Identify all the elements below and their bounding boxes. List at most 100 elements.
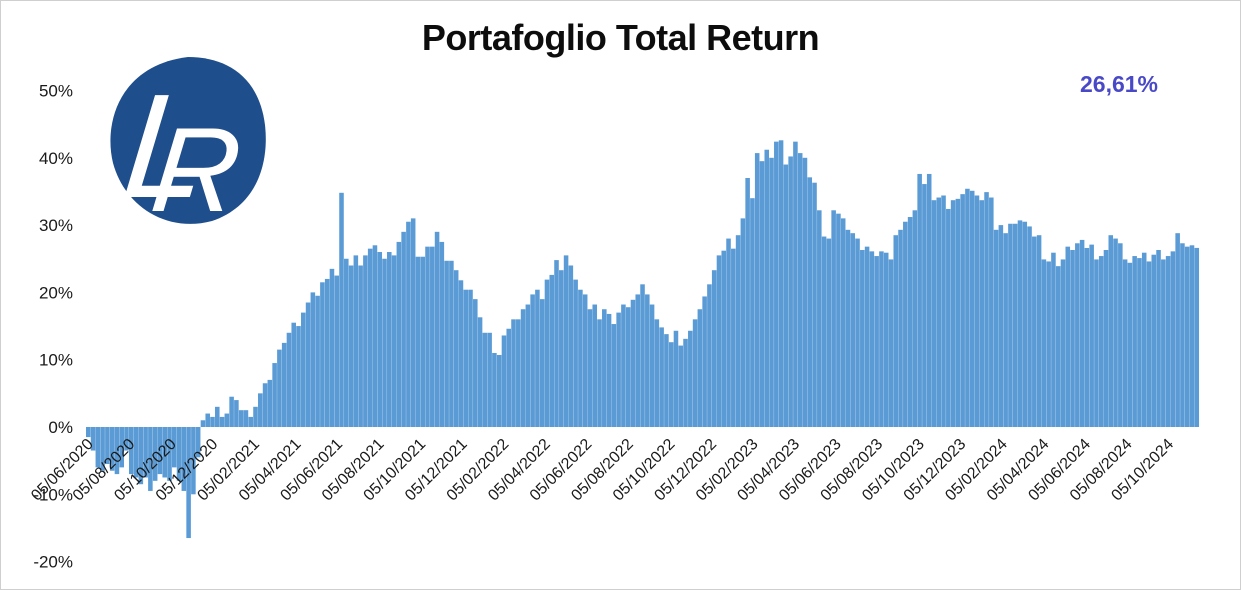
bar xyxy=(912,210,918,427)
bar xyxy=(114,427,120,475)
bar xyxy=(301,312,306,427)
bar xyxy=(726,238,731,427)
bar xyxy=(449,260,454,427)
bar xyxy=(420,256,426,427)
bar xyxy=(888,259,894,427)
bar xyxy=(1103,250,1109,427)
bar xyxy=(95,427,101,468)
bar xyxy=(578,289,583,427)
bar xyxy=(406,221,411,427)
bar xyxy=(324,278,330,427)
bar xyxy=(243,410,249,428)
bar xyxy=(797,153,803,427)
bar xyxy=(105,427,110,465)
bar xyxy=(688,330,693,427)
bar xyxy=(1022,221,1028,427)
bar xyxy=(1132,256,1137,427)
bar xyxy=(993,229,999,427)
bar xyxy=(774,141,779,427)
bar xyxy=(530,294,535,427)
bar xyxy=(817,210,822,427)
bar xyxy=(167,427,172,481)
current-return-value: 26,61% xyxy=(1079,71,1158,97)
bar xyxy=(152,427,158,481)
bar xyxy=(520,309,526,428)
bar xyxy=(176,427,182,481)
bar xyxy=(544,279,550,427)
bar xyxy=(1027,226,1032,427)
bar xyxy=(477,317,483,427)
bar xyxy=(138,427,144,485)
bar xyxy=(1089,244,1094,427)
bar xyxy=(1122,259,1128,427)
bar xyxy=(587,309,593,428)
bar xyxy=(554,260,559,427)
bar xyxy=(215,406,220,427)
bar xyxy=(1180,243,1185,427)
bar xyxy=(258,393,263,427)
bar xyxy=(898,229,903,427)
bar xyxy=(109,427,115,471)
bar xyxy=(950,200,956,427)
y-axis-label: 30% xyxy=(39,216,73,235)
bar xyxy=(1113,238,1118,427)
bar xyxy=(1065,246,1071,427)
bar xyxy=(238,410,244,428)
bar xyxy=(425,246,430,427)
bar xyxy=(941,195,946,427)
bar xyxy=(439,241,445,427)
y-axis-label: -10% xyxy=(33,485,73,504)
bar xyxy=(1084,247,1090,427)
bar xyxy=(1075,243,1080,427)
bar xyxy=(267,379,273,427)
chart-title: Portafoglio Total Return xyxy=(421,17,820,58)
bar xyxy=(812,182,817,427)
bar xyxy=(826,238,832,427)
bar xyxy=(645,294,650,427)
bar xyxy=(850,233,856,427)
bar xyxy=(1175,233,1180,427)
bar xyxy=(133,427,139,478)
bar xyxy=(984,192,989,427)
bar xyxy=(157,427,163,475)
bar xyxy=(1003,233,1008,427)
bar xyxy=(434,231,440,427)
bar xyxy=(234,400,239,427)
bar xyxy=(453,270,459,427)
bar xyxy=(320,282,325,427)
bar xyxy=(802,157,808,428)
bar xyxy=(516,319,521,427)
bar xyxy=(869,251,875,427)
bar xyxy=(148,427,153,491)
bar xyxy=(1146,261,1152,427)
bar xyxy=(1079,239,1085,427)
bar xyxy=(549,274,555,427)
bar xyxy=(1017,220,1023,427)
bar xyxy=(931,200,937,427)
bar xyxy=(200,420,206,427)
bar xyxy=(162,427,167,478)
bar xyxy=(836,213,841,427)
bar xyxy=(277,349,282,428)
bar xyxy=(410,218,416,427)
bar xyxy=(716,255,722,427)
bar xyxy=(1118,243,1123,427)
bar xyxy=(759,161,765,427)
bar xyxy=(315,295,320,427)
bar xyxy=(673,330,679,427)
bar xyxy=(401,231,406,427)
bar xyxy=(496,354,502,427)
bar xyxy=(974,195,980,427)
bar xyxy=(358,265,363,427)
bar xyxy=(344,258,349,427)
bar xyxy=(907,217,913,427)
bar xyxy=(463,289,469,427)
bar xyxy=(692,319,698,427)
bar xyxy=(960,194,965,427)
bar xyxy=(845,229,851,427)
bar xyxy=(664,334,669,427)
bar xyxy=(606,313,612,427)
bar xyxy=(181,427,187,491)
bar xyxy=(597,319,602,427)
